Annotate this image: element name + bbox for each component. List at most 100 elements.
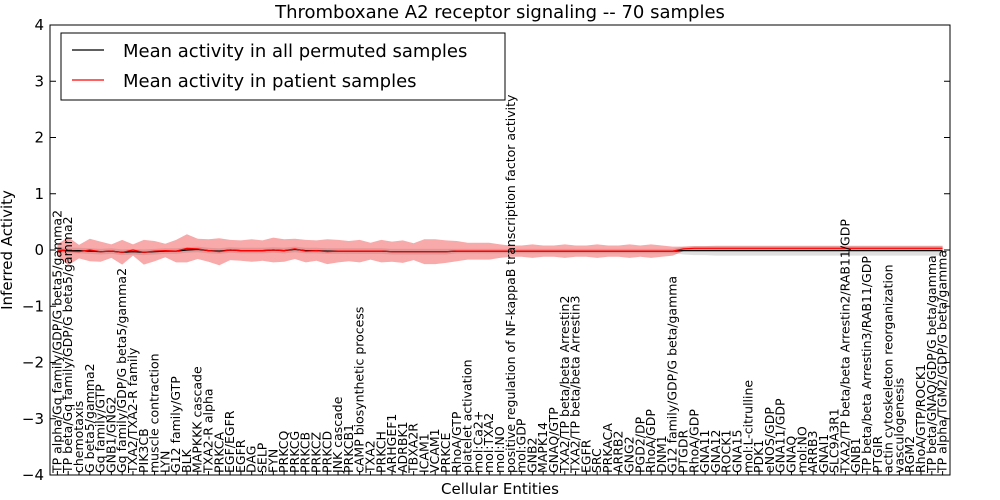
x-tick-label: SELP — [255, 442, 270, 473]
band-patient — [57, 234, 943, 266]
x-tick-label: JNK cascade — [330, 396, 345, 474]
x-tick-label: GNB2 — [524, 437, 539, 473]
x-tick-label: PRKCG — [287, 431, 302, 473]
x-tick-label: vasculogenesis — [891, 378, 906, 473]
x-tick-label: Gq family/GDP/G beta5/gamma2 — [114, 268, 129, 473]
x-tick-label: PRKCH — [373, 431, 388, 473]
x-tick-label: TXA2-R alpha — [201, 388, 216, 474]
x-axis: TP alpha/Gq family/GDP/G beta5/gamma2TP … — [49, 94, 950, 475]
x-tick-label: muscle contraction — [147, 353, 162, 473]
x-tick-label: RhoA/GTP — [449, 411, 464, 473]
legend-box — [60, 32, 506, 101]
x-tick-label: GNA11 — [697, 430, 712, 474]
x-tick-label: TP alpha/TGM2/GDP/G beta/gamma — [935, 250, 950, 474]
x-tick-label: GNAQ — [784, 436, 799, 473]
x-tick-label: GNA15 — [730, 430, 745, 474]
x-tick-label: ARRB2 — [611, 431, 626, 473]
x-tick-label: EGFR — [578, 439, 593, 473]
y-tick-label: 1 — [34, 185, 44, 203]
x-tick-label: EGF/EGFR — [222, 410, 237, 473]
x-tick-label: TBXA2R — [406, 423, 421, 474]
x-axis-label: Cellular Entities — [441, 480, 559, 498]
x-tick-label: GNA11/GDP — [773, 398, 788, 473]
x-tick-label: PRKCB1 — [341, 424, 356, 473]
x-tick-label: mol:NO — [492, 426, 507, 473]
x-tick-label: FYN — [265, 449, 280, 473]
x-tick-label: SRC — [589, 448, 604, 473]
x-tick-label: PRKCQ — [276, 431, 291, 473]
line-patient — [57, 247, 943, 253]
x-tick-label: RhoA/GTP/ROCK1 — [913, 364, 928, 473]
y-tick-label: −1 — [22, 297, 44, 315]
x-tick-label: TXA2/TP beta/beta Arrestin2/RAB11/GDP — [837, 219, 852, 474]
x-tick-label: RhoA/GDP — [686, 409, 701, 473]
x-tick-label: ADRBK1 — [395, 421, 410, 473]
x-tick-label: DNM1 — [654, 435, 669, 473]
x-tick-label: TP beta/GNAQ/GDP/G beta/gamma — [924, 255, 939, 474]
x-tick-label: TXA2/TXA2-R family — [125, 347, 140, 474]
x-tick-label: PTGDR — [676, 430, 691, 473]
x-tick-label: ICAM1 — [416, 433, 431, 473]
x-tick-label: VCAM1 — [427, 428, 442, 473]
x-tick-label: ROCK1 — [719, 430, 734, 473]
x-tick-label: PTGIR — [870, 435, 885, 473]
x-tick-label: mol:TXA2 — [481, 413, 496, 473]
chart-title: Thromboxane A2 receptor signaling -- 70 … — [274, 2, 725, 23]
x-tick-label: TP beta/beta Arrestin3/RAB11/GDP — [859, 256, 874, 474]
x-tick-label: PRKCA — [211, 432, 226, 473]
x-tick-label: G beta5/gamma2 — [82, 363, 97, 473]
x-tick-label: RGM2 — [902, 436, 917, 473]
x-tick-label: G12 family/GTP — [168, 376, 183, 473]
series-lines — [57, 247, 943, 253]
x-tick-label: ARHGEF1 — [384, 414, 399, 473]
x-tick-label: actin cytoskeleton reorganization — [881, 264, 896, 473]
y-tick-label: −3 — [22, 410, 44, 428]
x-tick-label: EGFR — [233, 439, 248, 473]
x-tick-label: TP beta/Gq family/GDP/G beta5/gamma2 — [60, 216, 75, 474]
x-tick-label: ARRB3 — [805, 431, 820, 473]
x-tick-label: chemotaxis — [71, 401, 86, 473]
y-tick-label: 0 — [34, 241, 44, 259]
x-tick-label: mol:GDP — [514, 418, 529, 473]
legend-label-patient: Mean activity in patient samples — [123, 71, 417, 92]
x-tick-label: TP alpha/Gq family/GDP/G beta5/gamma2 — [49, 210, 64, 474]
x-tick-label: mol:Ca2+ — [470, 411, 485, 473]
x-tick-label: GNA12 — [708, 430, 723, 474]
y-tick-label: 3 — [34, 72, 44, 90]
y-tick-label: 4 — [34, 16, 44, 34]
x-tick-label: DAG — [244, 446, 259, 473]
x-tick-label: eNOS/GDP — [762, 407, 777, 473]
legend-label-permuted: Mean activity in all permuted samples — [123, 41, 467, 62]
x-tick-label: PRKACA — [600, 423, 615, 473]
x-tick-label: GNB1 — [848, 437, 863, 473]
x-tick-label: LYN — [157, 451, 172, 473]
x-tick-label: cAMP biosynthetic process — [352, 307, 367, 473]
x-tick-label: PRKCE — [438, 433, 453, 473]
x-tick-label: mol:L-citrulline — [740, 380, 755, 473]
x-tick-label: PRKCB — [298, 432, 313, 473]
x-tick-label: MAPK14 — [535, 422, 550, 473]
x-tick-label: BLK — [179, 448, 194, 473]
legend: Mean activity in all permuted samples Me… — [60, 32, 506, 101]
x-tick-label: Gq family/GTP — [93, 384, 108, 473]
x-tick-label: TXA2 — [363, 440, 378, 474]
y-tick-label: −2 — [22, 354, 44, 372]
x-tick-label: platelet activation — [460, 359, 475, 473]
x-tick-label: PDK1 — [751, 440, 766, 473]
x-tick-label: MAPKKK cascade — [190, 366, 205, 473]
y-tick-label: −4 — [22, 466, 44, 484]
x-tick-label: mol:NO — [794, 426, 809, 473]
x-tick-label: GNAQ/GTP — [546, 407, 561, 473]
y-axis-label: Inferred Activity — [0, 190, 16, 310]
x-tick-label: positive regulation of NF-kappaB transcr… — [503, 94, 518, 473]
x-tick-label: TXA2/TP beta/beta Arrestin3 — [568, 296, 583, 474]
x-tick-label: PIK3CB — [136, 428, 151, 473]
x-tick-label: PRKCZ — [309, 432, 324, 473]
x-tick-label: PRKCD — [319, 431, 334, 473]
x-tick-label: G12 family/GDP/G beta/gamma — [665, 276, 680, 473]
x-tick-label: TXA2/TP beta/beta Arrestin2 — [557, 296, 572, 474]
y-tick-label: 2 — [34, 129, 44, 147]
x-tick-label: RhoA/GDP — [643, 409, 658, 473]
x-tick-label: GNG2 — [622, 436, 637, 473]
